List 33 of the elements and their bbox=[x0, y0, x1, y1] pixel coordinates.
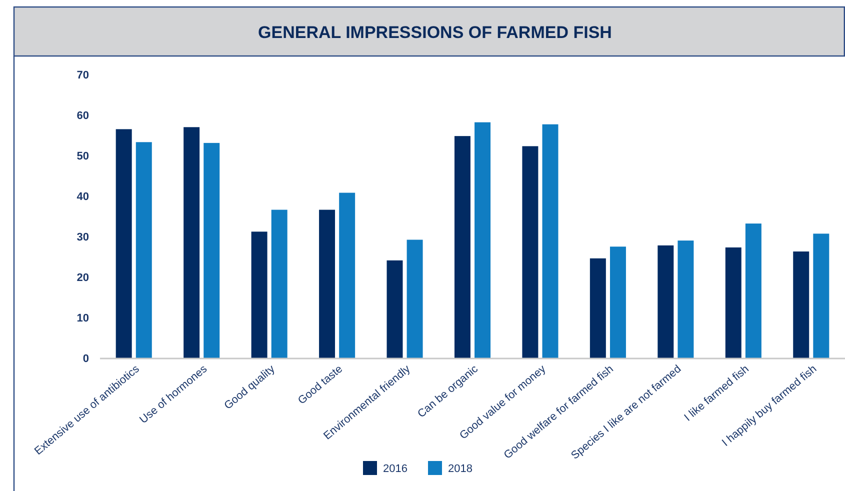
bar bbox=[745, 224, 762, 358]
legend-label: 2018 bbox=[448, 463, 472, 475]
y-tick-label: 10 bbox=[76, 312, 89, 324]
bar bbox=[522, 146, 538, 358]
chart-title: GENERAL IMPRESSIONS OF FARMED FISH bbox=[258, 23, 612, 42]
y-tick-label: 30 bbox=[76, 231, 89, 244]
y-tick-label: 40 bbox=[76, 190, 89, 203]
bar bbox=[406, 240, 423, 358]
bar bbox=[184, 127, 200, 358]
bar bbox=[386, 260, 403, 358]
bar bbox=[813, 234, 830, 358]
bar bbox=[136, 142, 152, 358]
bar bbox=[590, 258, 606, 358]
bar bbox=[204, 142, 220, 358]
bar bbox=[271, 210, 288, 358]
bar bbox=[658, 245, 674, 358]
y-tick-label: 50 bbox=[76, 150, 89, 162]
bar bbox=[339, 192, 356, 358]
legend-label: 2016 bbox=[383, 463, 408, 475]
bar bbox=[319, 210, 336, 358]
bar bbox=[610, 246, 626, 358]
bar bbox=[542, 124, 558, 358]
y-tick-label: 20 bbox=[76, 272, 89, 284]
bar bbox=[251, 232, 268, 358]
bar bbox=[793, 251, 810, 358]
bar bbox=[474, 122, 491, 358]
bar bbox=[678, 240, 694, 358]
bar bbox=[116, 129, 132, 358]
bar bbox=[454, 136, 470, 358]
y-tick-label: 70 bbox=[76, 69, 89, 82]
bar bbox=[725, 247, 742, 358]
y-tick-label: 60 bbox=[76, 110, 89, 122]
y-tick-label: 0 bbox=[82, 352, 89, 365]
